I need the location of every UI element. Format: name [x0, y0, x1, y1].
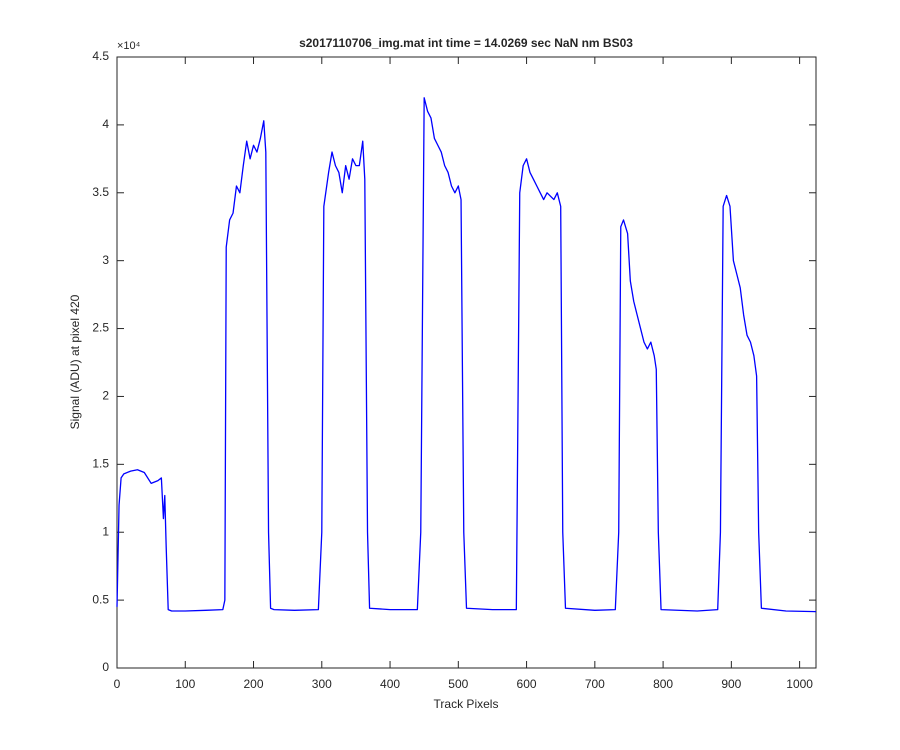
x-tick-label: 100 — [175, 677, 195, 691]
y-tick-label: 4 — [102, 117, 109, 131]
x-tick-label: 500 — [448, 677, 468, 691]
y-tick-label: 2.5 — [92, 321, 109, 335]
x-tick-label: 0 — [114, 677, 121, 691]
y-tick-label: 0.5 — [92, 592, 109, 606]
y-tick-label: 2 — [102, 389, 109, 403]
y-tick-label: 3.5 — [92, 185, 109, 199]
chart-title: s2017110706_img.mat int time = 14.0269 s… — [299, 36, 633, 50]
plot-frame — [116, 56, 817, 669]
x-tick-label: 800 — [653, 677, 673, 691]
x-tick-label: 700 — [585, 677, 605, 691]
x-tick-label: 300 — [312, 677, 332, 691]
signal-line — [116, 97, 817, 613]
x-tick-label: 1000 — [786, 677, 813, 691]
y-axis-label: Signal (ADU) at pixel 420 — [68, 294, 82, 429]
y-tick-label: 0 — [102, 660, 109, 674]
x-tick-label: 400 — [380, 677, 400, 691]
y-tick-label: 3 — [102, 253, 109, 267]
y-tick-label: 4.5 — [92, 49, 109, 63]
x-tick-label: 200 — [244, 677, 264, 691]
x-axis-label: Track Pixels — [434, 697, 499, 711]
y-tick-label: 1.5 — [92, 457, 109, 471]
x-tick-label: 600 — [517, 677, 537, 691]
y-multiplier: ×10⁴ — [117, 40, 141, 52]
y-tick-label: 1 — [102, 524, 109, 538]
x-tick-label: 900 — [721, 677, 741, 691]
